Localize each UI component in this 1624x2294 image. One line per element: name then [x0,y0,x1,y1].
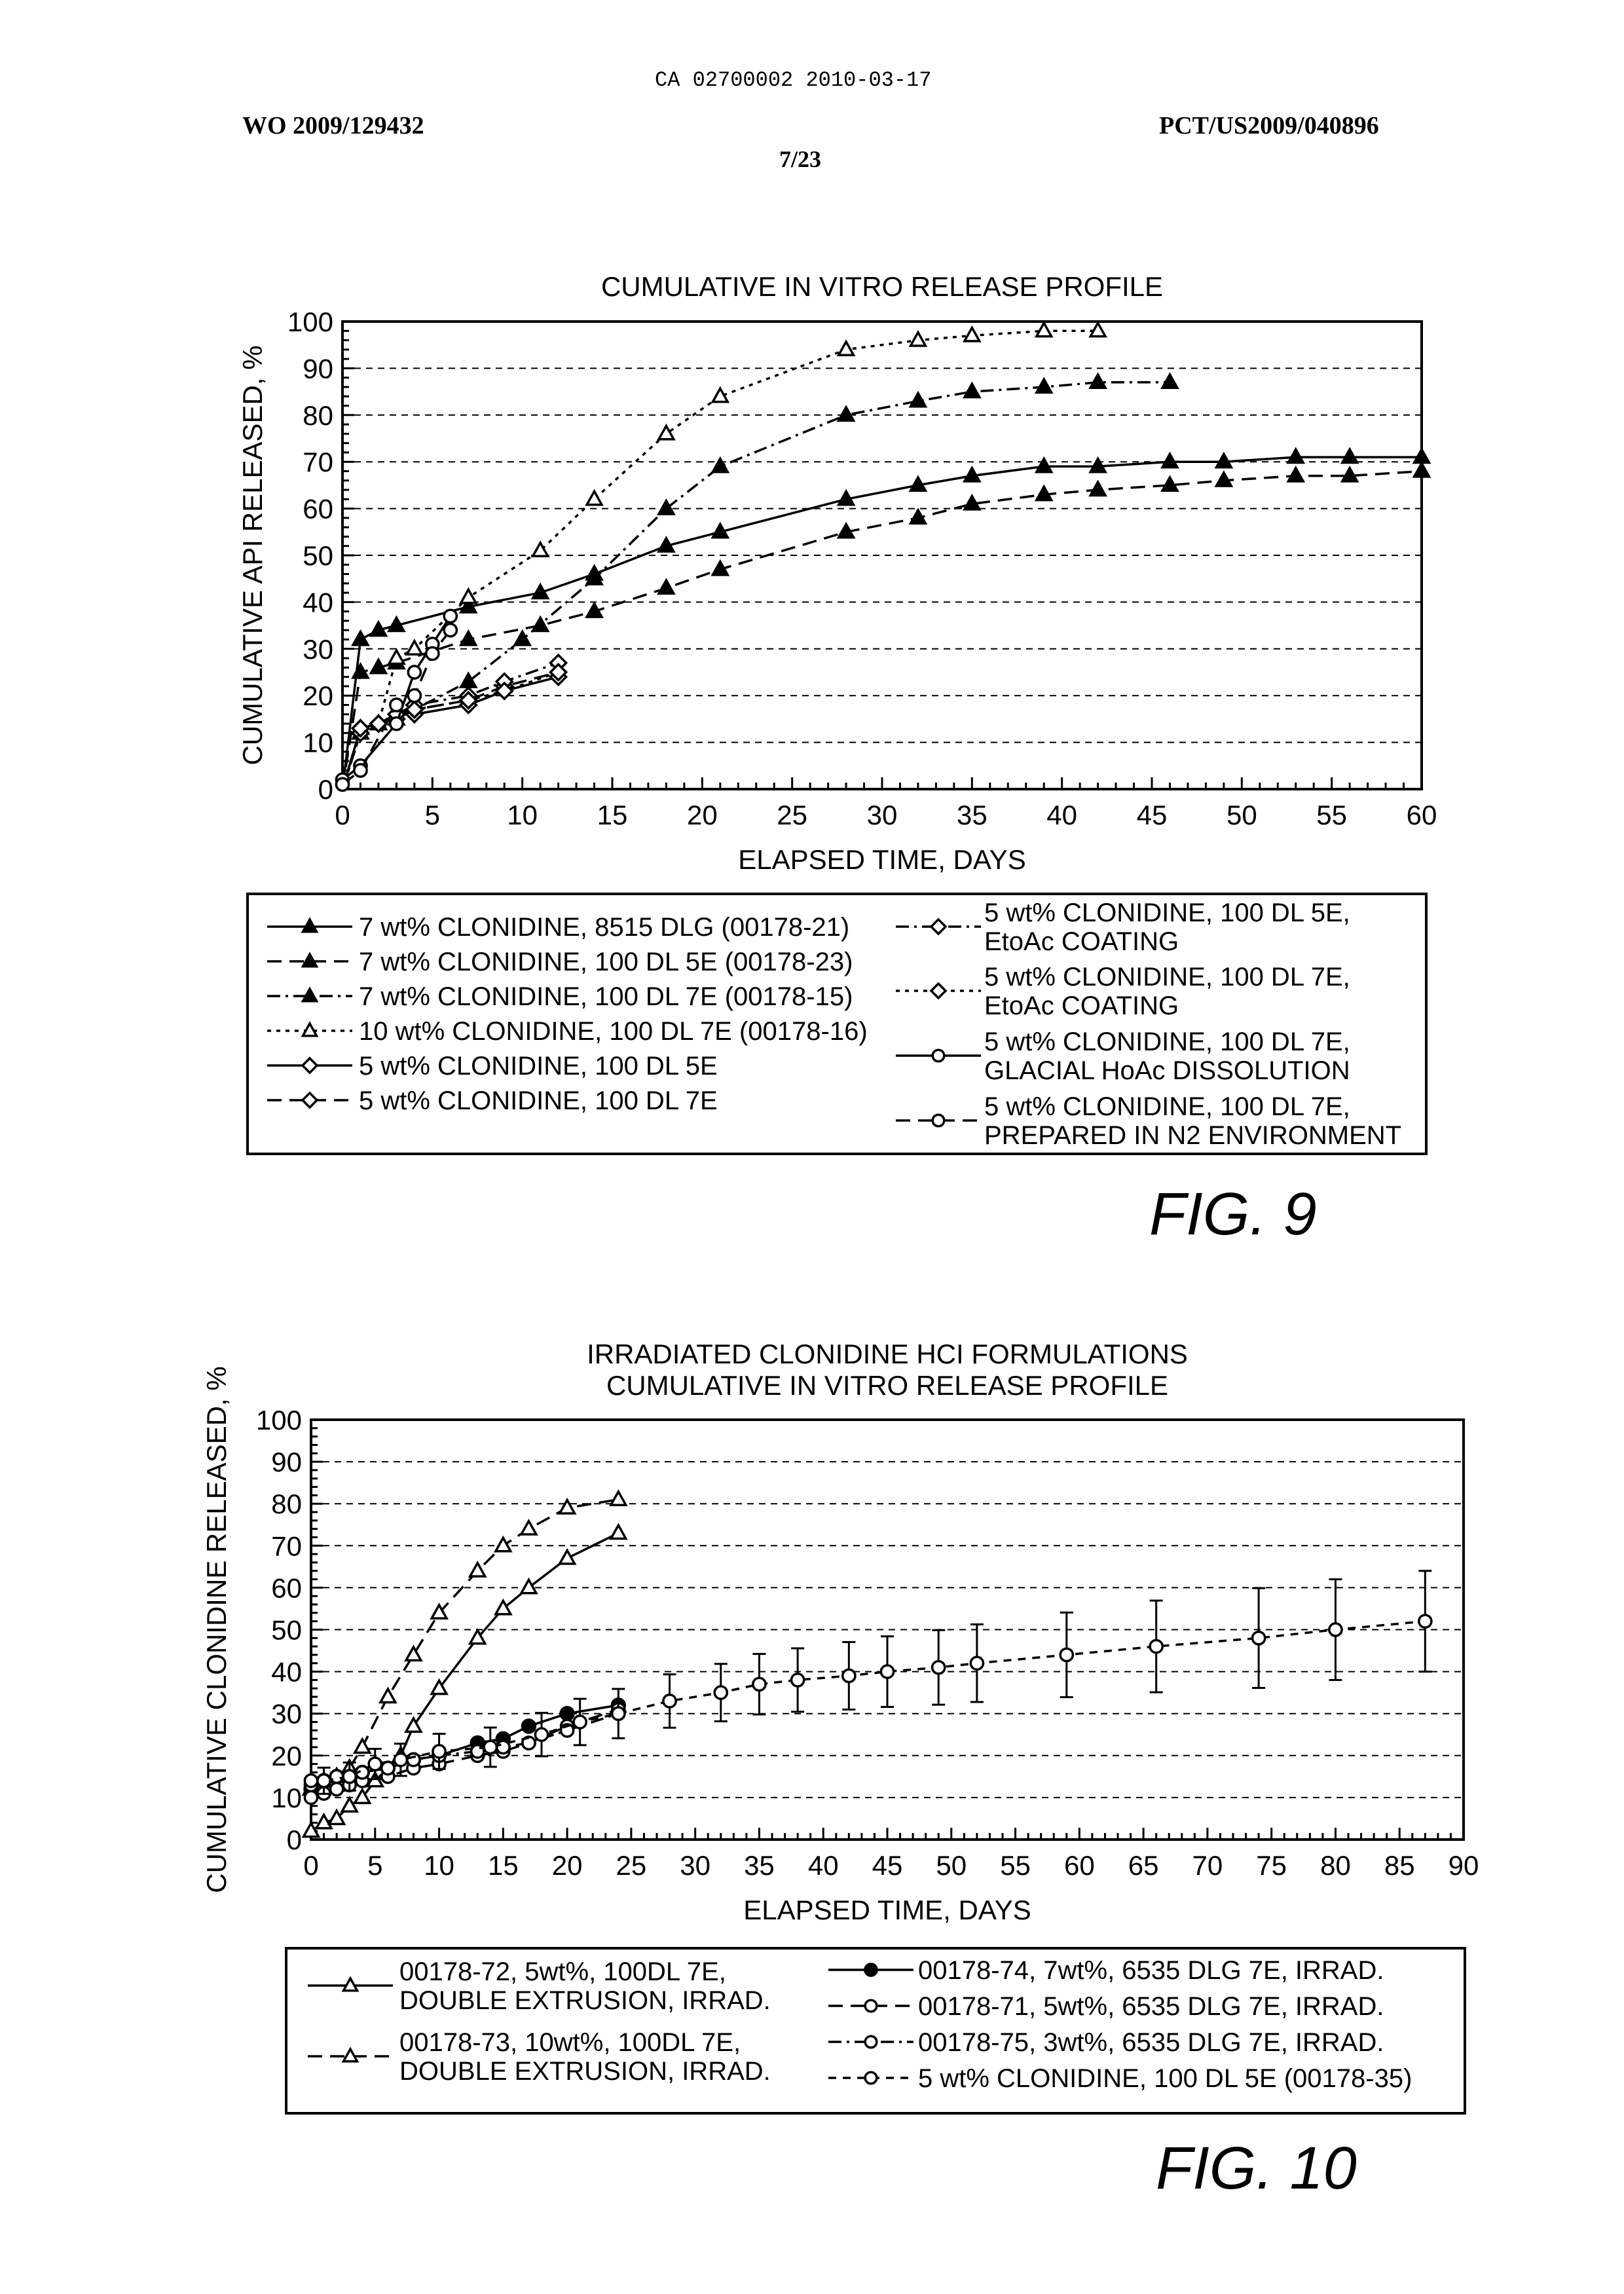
y-tick-label: 40 [271,1657,302,1688]
data-point [970,1657,983,1669]
y-tick-label: 60 [271,1572,302,1603]
x-tick-label: 35 [744,1850,775,1881]
x-tick-label: 45 [872,1850,903,1881]
x-tick-label: 75 [1256,1850,1287,1881]
x-tick-label: 10 [424,1850,454,1881]
data-point [382,1762,394,1774]
data-point [343,1770,356,1783]
legend-label: DOUBLE EXTRUSION, IRRAD. [399,2057,771,2086]
x-tick-label: 70 [1192,1850,1223,1881]
data-point [1419,1615,1431,1627]
data-point [304,1791,317,1804]
data-point [865,1964,877,1976]
data-point [714,1686,727,1699]
x-tick-label: 50 [936,1850,967,1881]
x-tick-label: 65 [1128,1850,1159,1881]
data-point [355,1739,370,1752]
data-point [560,1500,575,1513]
y-tick-label: 0 [287,1824,302,1855]
data-point [521,1521,536,1534]
data-point [612,1707,625,1720]
data-point [394,1754,407,1766]
data-point [843,1669,855,1682]
data-point [433,1745,445,1758]
legend-label: 00178-73, 10wt%, 100DL 7E, [399,2028,741,2057]
x-tick-label: 40 [808,1850,839,1881]
y-tick-label: 50 [271,1615,302,1646]
x-tick-label: 25 [616,1850,647,1881]
data-point [318,1775,330,1787]
data-point [521,1580,536,1593]
data-point [1329,1623,1342,1636]
y-tick-label: 100 [256,1405,302,1435]
x-tick-label: 85 [1384,1850,1415,1881]
data-point [574,1716,586,1728]
data-point [407,1754,420,1766]
x-tick-label: 5 [367,1850,382,1881]
legend-label: 00178-71, 5wt%, 6535 DLG 7E, IRRAD. [918,1992,1384,2021]
legend-label: 00178-72, 5wt%, 100DL 7E, [399,1957,726,1986]
data-point [663,1695,676,1707]
data-point [560,1551,575,1564]
data-point [496,1538,511,1551]
y-tick-label: 80 [271,1489,302,1519]
data-point [932,1661,945,1674]
y-tick-label: 10 [271,1783,302,1813]
x-tick-label: 30 [680,1850,710,1881]
x-tick-label: 55 [1000,1850,1031,1881]
x-axis-label: ELAPSED TIME, DAYS [743,1895,1031,1925]
data-point [331,1770,343,1783]
chart-title: CUMULATIVE IN VITRO RELEASE PROFILE [606,1370,1168,1401]
data-point [792,1674,804,1686]
data-point [380,1689,396,1702]
data-point [470,1563,485,1576]
series-line [311,1533,618,1831]
data-point [304,1775,317,1787]
data-point [611,1525,626,1538]
legend-label: 00178-74, 7wt%, 6535 DLG 7E, IRRAD. [918,1956,1384,1985]
series-line [311,1500,618,1789]
y-tick-label: 90 [271,1447,302,1477]
legend-label: DOUBLE EXTRUSION, IRRAD. [399,1986,771,2015]
data-point [1150,1640,1162,1653]
data-point [369,1758,381,1770]
data-point [865,2072,877,2084]
legend-label: 00178-75, 3wt%, 6535 DLG 7E, IRRAD. [918,2028,1384,2057]
y-axis-label: CUMULATIVE CLONIDINE RELEASED, % [201,1366,232,1893]
chart-title: IRRADIATED CLONIDINE HCI FORMULATIONS [587,1339,1188,1369]
data-point [304,1823,319,1836]
y-tick-label: 30 [271,1699,302,1730]
data-point [561,1707,574,1720]
data-point [1060,1648,1073,1661]
data-point [484,1741,496,1753]
figure-caption: FIG. 10 [1156,2135,1357,2202]
data-point [342,1798,357,1811]
y-tick-label: 20 [271,1741,302,1771]
data-point [881,1665,893,1678]
data-point [611,1492,626,1505]
y-tick-label: 70 [271,1530,302,1561]
x-tick-label: 90 [1449,1850,1479,1881]
data-point [753,1678,766,1690]
data-point [522,1720,535,1733]
data-point [331,1783,343,1795]
data-point [1253,1632,1265,1644]
data-point [535,1728,547,1741]
x-tick-label: 80 [1320,1850,1351,1881]
data-point [865,2000,877,2012]
x-tick-label: 0 [303,1850,318,1881]
data-point [865,2036,877,2048]
data-point [496,1600,511,1614]
x-tick-label: 20 [552,1850,583,1881]
x-tick-label: 15 [488,1850,519,1881]
data-point [406,1647,421,1660]
legend-label: 5 wt% CLONIDINE, 100 DL 5E (00178-35) [918,2064,1412,2093]
x-tick-label: 60 [1064,1850,1095,1881]
